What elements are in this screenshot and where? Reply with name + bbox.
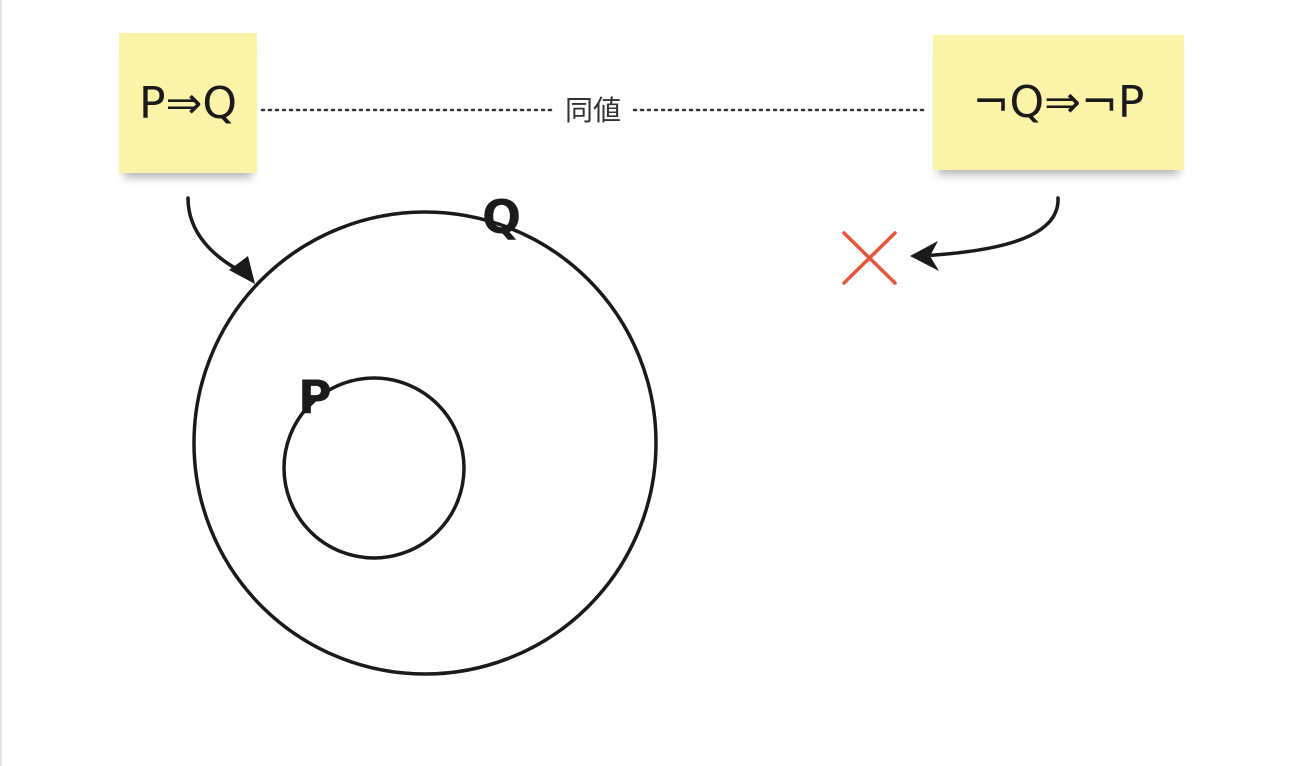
left-arrow-head-icon <box>229 256 255 284</box>
implication-text: P⇒Q <box>138 77 238 129</box>
inner-circle-label: P <box>298 370 332 424</box>
sticky-note-contrapositive[interactable]: ¬Q⇒¬P <box>933 35 1184 170</box>
outer-circle-q[interactable] <box>192 210 658 676</box>
contrapositive-text: ¬Q⇒¬P <box>972 77 1145 128</box>
sticky-note-implication[interactable]: P⇒Q <box>119 33 257 173</box>
right-arrow[interactable] <box>918 196 1060 258</box>
outer-circle-label: Q <box>482 190 521 244</box>
equivalence-label: 同値 <box>565 94 621 127</box>
right-arrow-head-icon <box>910 241 939 271</box>
cross-icon <box>842 231 897 285</box>
inner-circle-p[interactable] <box>282 376 466 560</box>
canvas-edge <box>0 0 2 766</box>
